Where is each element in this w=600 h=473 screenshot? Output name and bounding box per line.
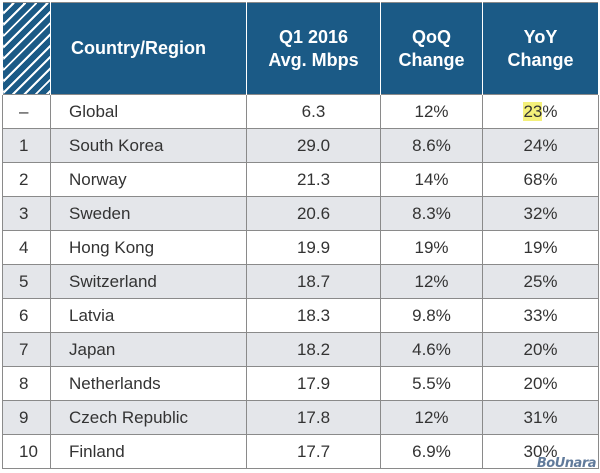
qoq-cell: 12% — [380, 94, 483, 129]
speed-cell: 21.3 — [246, 162, 381, 197]
yoy-header-line2: Change — [507, 49, 574, 70]
rank-cell: 10 — [2, 434, 51, 469]
country-cell: Hong Kong — [50, 230, 247, 265]
watermark-logo: BoUnara — [536, 456, 597, 471]
qoq-cell: 8.3% — [380, 196, 483, 231]
table-body: – Global 6.3 12% 23% 1 South Korea 29.0 … — [2, 94, 599, 469]
country-cell: Japan — [50, 332, 247, 367]
yoy-cell: 20% — [482, 332, 599, 367]
qoq-cell: 9.8% — [380, 298, 483, 333]
country-cell: Sweden — [50, 196, 247, 231]
speed-cell: 18.7 — [246, 264, 381, 299]
qoq-cell: 8.6% — [380, 128, 483, 163]
speed-header: Q1 2016 Avg. Mbps — [246, 2, 381, 95]
rank-cell: 6 — [2, 298, 51, 333]
yoy-highlight: 23 — [523, 101, 543, 121]
country-cell: South Korea — [50, 128, 247, 163]
table-header: Country/Region Q1 2016 Avg. Mbps QoQ Cha… — [2, 2, 599, 95]
qoq-cell: 12% — [380, 264, 483, 299]
yoy-cell: 32% — [482, 196, 599, 231]
table-row: 6 Latvia 18.3 9.8% 33% — [2, 298, 599, 333]
yoy-cell: 31% — [482, 400, 599, 435]
yoy-header: YoY Change — [482, 2, 599, 95]
table-row: 3 Sweden 20.6 8.3% 32% — [2, 196, 599, 231]
country-cell: Norway — [50, 162, 247, 197]
country-cell: Czech Republic — [50, 400, 247, 435]
speed-cell: 18.3 — [246, 298, 381, 333]
qoq-cell: 4.6% — [380, 332, 483, 367]
rank-cell: – — [2, 94, 51, 129]
speed-cell: 17.9 — [246, 366, 381, 401]
country-cell: Finland — [50, 434, 247, 469]
speed-cell: 17.8 — [246, 400, 381, 435]
yoy-cell: 20% — [482, 366, 599, 401]
rank-cell: 2 — [2, 162, 51, 197]
speed-header-line1: Q1 2016 — [278, 26, 349, 47]
speed-header-line2: Avg. Mbps — [268, 49, 359, 70]
speed-cell: 17.7 — [246, 434, 381, 469]
speed-cell: 18.2 — [246, 332, 381, 367]
speed-cell: 20.6 — [246, 196, 381, 231]
speed-cell: 19.9 — [246, 230, 381, 265]
country-cell: Netherlands — [50, 366, 247, 401]
table-row: 5 Switzerland 18.7 12% 25% — [2, 264, 599, 299]
qoq-cell: 12% — [380, 400, 483, 435]
country-cell: Switzerland — [50, 264, 247, 299]
speed-cell: 6.3 — [246, 94, 381, 129]
qoq-cell: 19% — [380, 230, 483, 265]
yoy-cell: 33% — [482, 298, 599, 333]
qoq-header-line2: Change — [398, 49, 465, 70]
rank-cell: 7 — [2, 332, 51, 367]
rank-cell: 8 — [2, 366, 51, 401]
table-row: – Global 6.3 12% 23% — [2, 94, 599, 129]
qoq-cell: 14% — [380, 162, 483, 197]
rank-cell: 3 — [2, 196, 51, 231]
yoy-cell: 30% — [482, 434, 599, 469]
yoy-header-line1: YoY — [523, 26, 558, 47]
yoy-cell: 23% — [482, 94, 599, 129]
qoq-cell: 5.5% — [380, 366, 483, 401]
table-row: 10 Finland 17.7 6.9% 30% — [2, 434, 599, 469]
table-row: 8 Netherlands 17.9 5.5% 20% — [2, 366, 599, 401]
rank-cell: 4 — [2, 230, 51, 265]
qoq-header: QoQ Change — [380, 2, 483, 95]
qoq-cell: 6.9% — [380, 434, 483, 469]
yoy-percent-sign: % — [542, 101, 558, 121]
country-cell: Global — [50, 94, 247, 129]
table-row: 1 South Korea 29.0 8.6% 24% — [2, 128, 599, 163]
speed-cell: 29.0 — [246, 128, 381, 163]
yoy-cell: 24% — [482, 128, 599, 163]
rank-header-hatch — [2, 2, 51, 95]
header-row: Country/Region Q1 2016 Avg. Mbps QoQ Cha… — [2, 2, 599, 95]
yoy-cell: 25% — [482, 264, 599, 299]
yoy-cell: 68% — [482, 162, 599, 197]
rank-cell: 9 — [2, 400, 51, 435]
country-header: Country/Region — [50, 2, 247, 95]
table-row: 4 Hong Kong 19.9 19% 19% — [2, 230, 599, 265]
rank-cell: 5 — [2, 264, 51, 299]
table-row: 2 Norway 21.3 14% 68% — [2, 162, 599, 197]
table-row: 9 Czech Republic 17.8 12% 31% — [2, 400, 599, 435]
rank-cell: 1 — [2, 128, 51, 163]
qoq-header-line1: QoQ — [412, 26, 451, 47]
country-cell: Latvia — [50, 298, 247, 333]
yoy-cell: 19% — [482, 230, 599, 265]
table-row: 7 Japan 18.2 4.6% 20% — [2, 332, 599, 367]
